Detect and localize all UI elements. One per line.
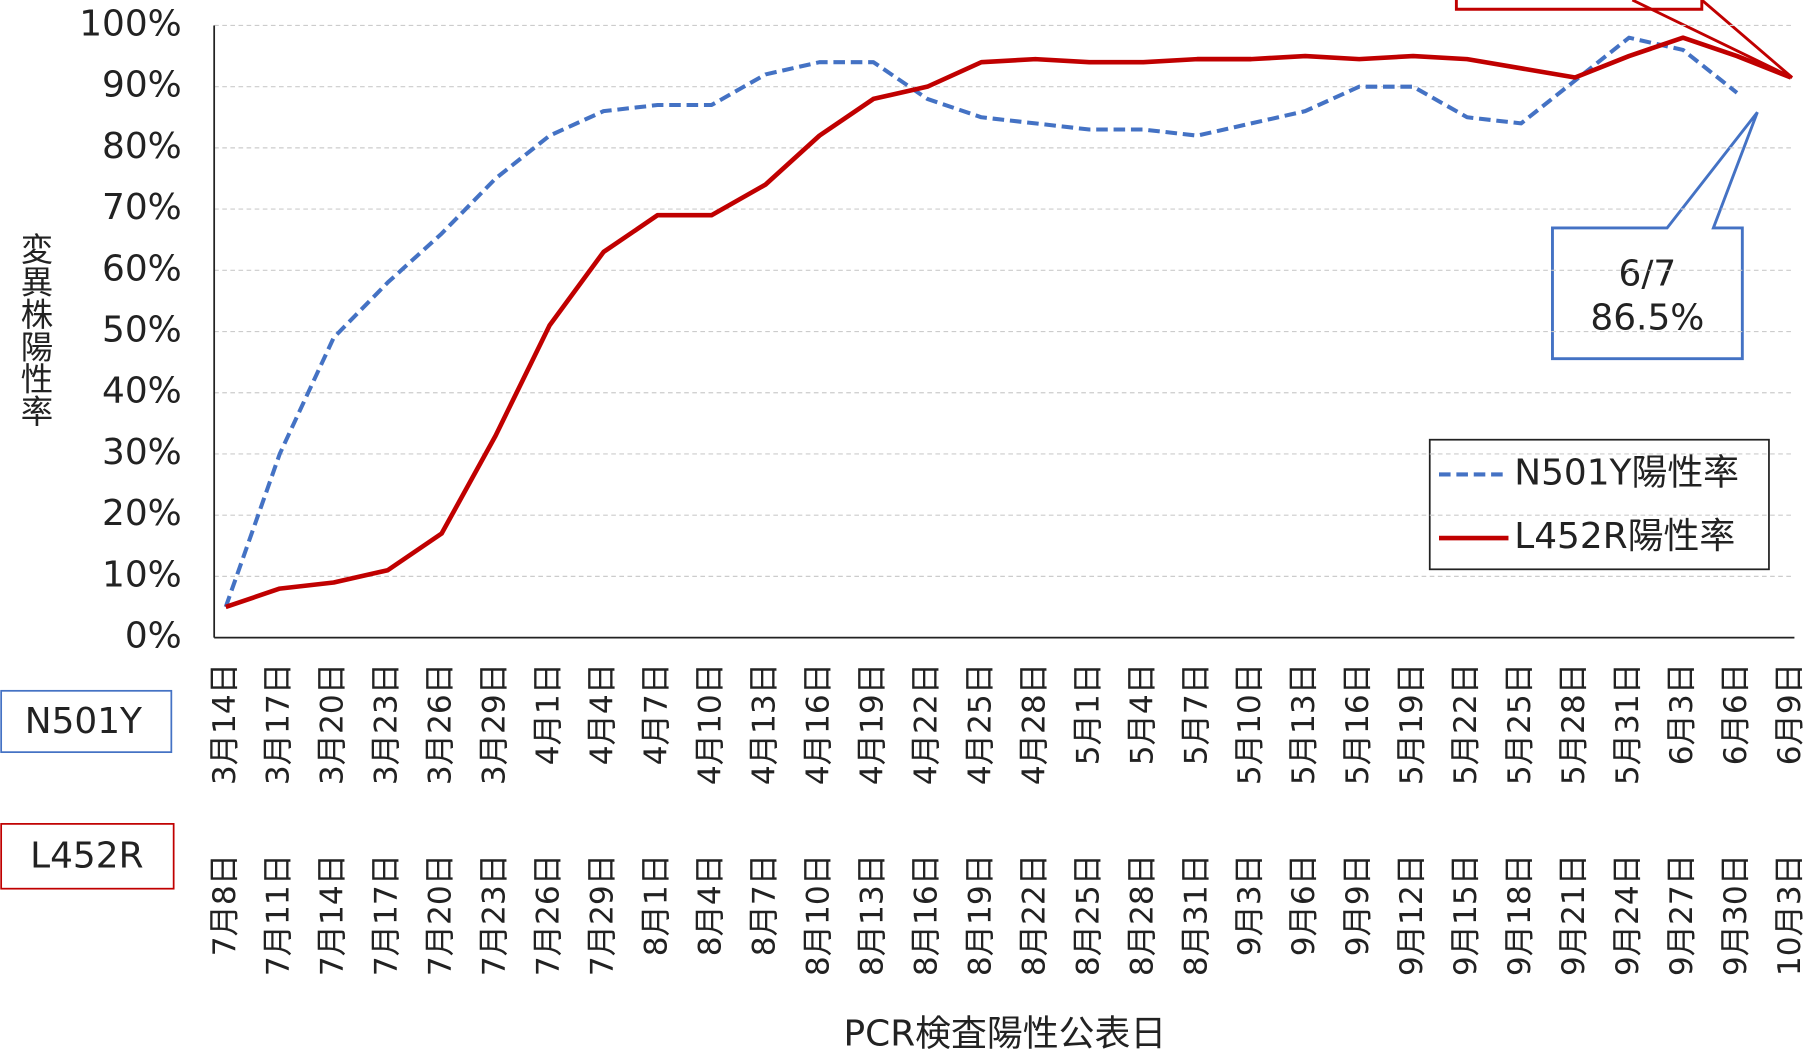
y-tick-label: 90% (102, 65, 182, 106)
x-tick-label: 7月20日 (423, 854, 459, 976)
y-tick-label: 60% (102, 248, 182, 289)
x-tick-label: 8月4日 (692, 854, 728, 956)
x-tick-label: 7月23日 (477, 854, 513, 976)
y-tick-label: 40% (102, 371, 182, 412)
x-tick-label: 4月1日 (531, 663, 567, 765)
x-tick-label: 5月13日 (1286, 663, 1322, 785)
x-tick-label: 5月10日 (1232, 663, 1268, 785)
x-tick-label: 9月24日 (1610, 854, 1646, 976)
y-tick-label: 30% (102, 432, 182, 473)
x-tick-label: 9月6日 (1286, 854, 1322, 956)
annotation-arrow (1631, 0, 1794, 79)
x-tick-label: 8月31日 (1178, 854, 1214, 976)
x-tick-label: 6月3日 (1664, 663, 1700, 765)
x-tick-label: 4月4日 (585, 663, 621, 765)
x-tick-label: 9月30日 (1718, 854, 1754, 976)
x-tick-label: 7月29日 (585, 854, 621, 976)
row-box (0, 689, 173, 754)
y-tick-label: 20% (102, 493, 182, 534)
x-tick-label: 10月3日 (1772, 854, 1806, 976)
x-tick-label: 4月13日 (746, 663, 782, 785)
row-name: N501Y (25, 701, 142, 742)
x-tick-label: 3月29日 (477, 663, 513, 785)
x-tick-label: 5月16日 (1340, 663, 1376, 785)
x-tick-label: 8月28日 (1124, 854, 1160, 976)
x-tick-label: 3月17日 (261, 663, 297, 785)
x-tick-label: 4月7日 (639, 663, 675, 765)
x-tick-label: 3月20日 (315, 663, 351, 785)
x-tick-label: 8月13日 (854, 854, 890, 976)
x-tick-label: 8月25日 (1070, 854, 1106, 976)
x-tick-label: 8月22日 (1016, 854, 1052, 976)
x-tick-label: 6月9日 (1772, 663, 1806, 765)
x-tick-label: 5月31日 (1610, 663, 1646, 785)
x-tick-label: 4月16日 (800, 663, 836, 785)
y-tick-label: 70% (102, 187, 182, 228)
annotation: 6/7 (1619, 253, 1677, 294)
annotation-box (1454, 0, 1704, 11)
y-axis-label: 変異株陽性率 (15, 232, 53, 427)
y-tick-label: 80% (102, 126, 182, 167)
legend-label: L452R陽性率 (1514, 516, 1735, 557)
series-line (223, 35, 1739, 608)
x-tick-label: 7月14日 (315, 854, 351, 976)
annotation: 86.5% (1590, 297, 1704, 338)
x-tick-label: 8月7日 (746, 854, 782, 956)
x-tick-label: 6月6日 (1718, 663, 1754, 765)
x-tick-label: 8月16日 (908, 854, 944, 976)
y-tick-label: 0% (125, 616, 182, 657)
x-axis-label: PCR検査陽性公表日 (844, 1014, 1167, 1053)
x-tick-label: 9月9日 (1340, 854, 1376, 956)
x-tick-label: 7月11日 (261, 854, 297, 976)
x-tick-label: 4月28日 (1016, 663, 1052, 785)
x-tick-label: 4月25日 (962, 663, 998, 785)
x-tick-label: 5月4日 (1124, 663, 1160, 765)
x-tick-label: 4月10日 (692, 663, 728, 785)
x-tick-label: 9月3日 (1232, 854, 1268, 956)
annotation-box (1551, 111, 1759, 361)
x-tick-label: 3月26日 (423, 663, 459, 785)
x-tick-label: 7月8日 (207, 854, 243, 956)
x-tick-label: 9月12日 (1394, 854, 1430, 976)
row-name: L452R (30, 835, 143, 876)
x-tick-label: 9月15日 (1448, 854, 1484, 976)
x-tick-label: 8月1日 (639, 854, 675, 956)
legend-label: N501Y陽性率 (1514, 452, 1739, 493)
y-tick-label: 100% (79, 3, 182, 44)
y-tick-label: 50% (102, 310, 182, 351)
x-tick-label: 5月22日 (1448, 663, 1484, 785)
x-tick-label: 8月19日 (962, 854, 998, 976)
x-tick-label: 9月21日 (1556, 854, 1592, 976)
x-tick-label: 4月22日 (908, 663, 944, 785)
x-tick-label: 5月19日 (1394, 663, 1430, 785)
x-tick-label: 8月10日 (800, 854, 836, 976)
x-tick-label: 3月23日 (369, 663, 405, 785)
row-box (0, 823, 175, 890)
legend (1428, 438, 1770, 571)
x-tick-label: 5月1日 (1070, 663, 1106, 765)
x-tick-label: 9月27日 (1664, 854, 1700, 976)
x-tick-label: 5月7日 (1178, 663, 1214, 765)
x-tick-label: 5月28日 (1556, 663, 1592, 785)
x-tick-label: 3月14日 (207, 663, 243, 785)
x-tick-label: 5月25日 (1502, 663, 1538, 785)
x-tick-label: 7月17日 (369, 854, 405, 976)
series-line (225, 35, 1792, 610)
x-tick-label: 7月26日 (531, 854, 567, 976)
x-tick-label: 4月19日 (854, 663, 890, 785)
y-tick-label: 10% (102, 554, 182, 595)
x-tick-label: 9月18日 (1502, 854, 1538, 976)
